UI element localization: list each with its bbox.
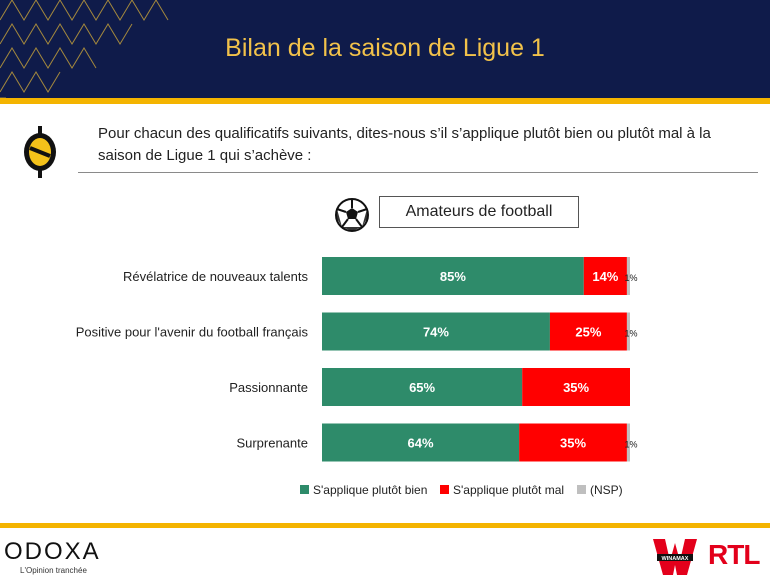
data-label: 35% bbox=[563, 380, 589, 395]
category-label: Passionnante bbox=[229, 380, 308, 395]
winamax-logo: WINAMAX bbox=[653, 539, 697, 575]
data-label: 25% bbox=[575, 325, 601, 340]
question-text: Pour chacun des qualificatifs suivants, … bbox=[98, 125, 711, 164]
footer-divider bbox=[0, 523, 770, 528]
category-label: Positive pour l'avenir du football franç… bbox=[76, 325, 309, 340]
data-label: 14% bbox=[592, 269, 618, 284]
data-label: 1% bbox=[624, 440, 637, 450]
data-label: 1% bbox=[624, 329, 637, 339]
bar-segment bbox=[626, 312, 630, 351]
legend-label: S'applique plutôt bien bbox=[313, 483, 427, 497]
header-pattern bbox=[0, 0, 169, 98]
header-banner: Bilan de la saison de Ligue 1 bbox=[0, 0, 770, 98]
rtl-logo: RTL bbox=[708, 539, 760, 570]
winamax-label: WINAMAX bbox=[662, 556, 689, 562]
odoxa-logo: ODOXA bbox=[4, 538, 101, 565]
bar-segment bbox=[522, 368, 630, 406]
stacked-bar-chart: Révélatrice de nouveaux talents Positive … bbox=[76, 257, 638, 497]
bar-segment bbox=[322, 423, 520, 462]
page-title: Bilan de la saison de Ligue 1 bbox=[225, 34, 545, 62]
bar-segment bbox=[322, 368, 523, 406]
data-label: 35% bbox=[560, 436, 586, 451]
legend-label: (NSP) bbox=[590, 483, 623, 497]
bar-segment bbox=[626, 423, 630, 462]
bar-segment bbox=[322, 257, 584, 295]
soccer-ball-icon bbox=[335, 198, 369, 232]
data-label: 64% bbox=[408, 436, 434, 451]
legend-swatch bbox=[300, 485, 309, 494]
bar-segment bbox=[549, 312, 627, 351]
odoxa-tagline: L'Opinion tranchée bbox=[20, 566, 87, 575]
bar-segment bbox=[322, 312, 550, 351]
data-label: 65% bbox=[409, 380, 435, 395]
audience-label: Amateurs de football bbox=[379, 196, 579, 228]
data-label: 85% bbox=[440, 269, 466, 284]
legend-label: S'applique plutôt mal bbox=[453, 483, 564, 497]
category-label: Surprenante bbox=[236, 436, 308, 451]
bar-segment bbox=[519, 423, 627, 462]
bar-segment bbox=[626, 257, 630, 295]
legend-swatch bbox=[440, 485, 449, 494]
category-label: Révélatrice de nouveaux talents bbox=[123, 269, 309, 284]
question-divider bbox=[78, 172, 758, 173]
bar-segment bbox=[583, 257, 627, 295]
header-divider bbox=[0, 98, 770, 104]
odoxa-coin-icon bbox=[24, 126, 56, 178]
data-label: 74% bbox=[423, 325, 449, 340]
data-label: 1% bbox=[624, 273, 637, 283]
legend-swatch bbox=[577, 485, 586, 494]
